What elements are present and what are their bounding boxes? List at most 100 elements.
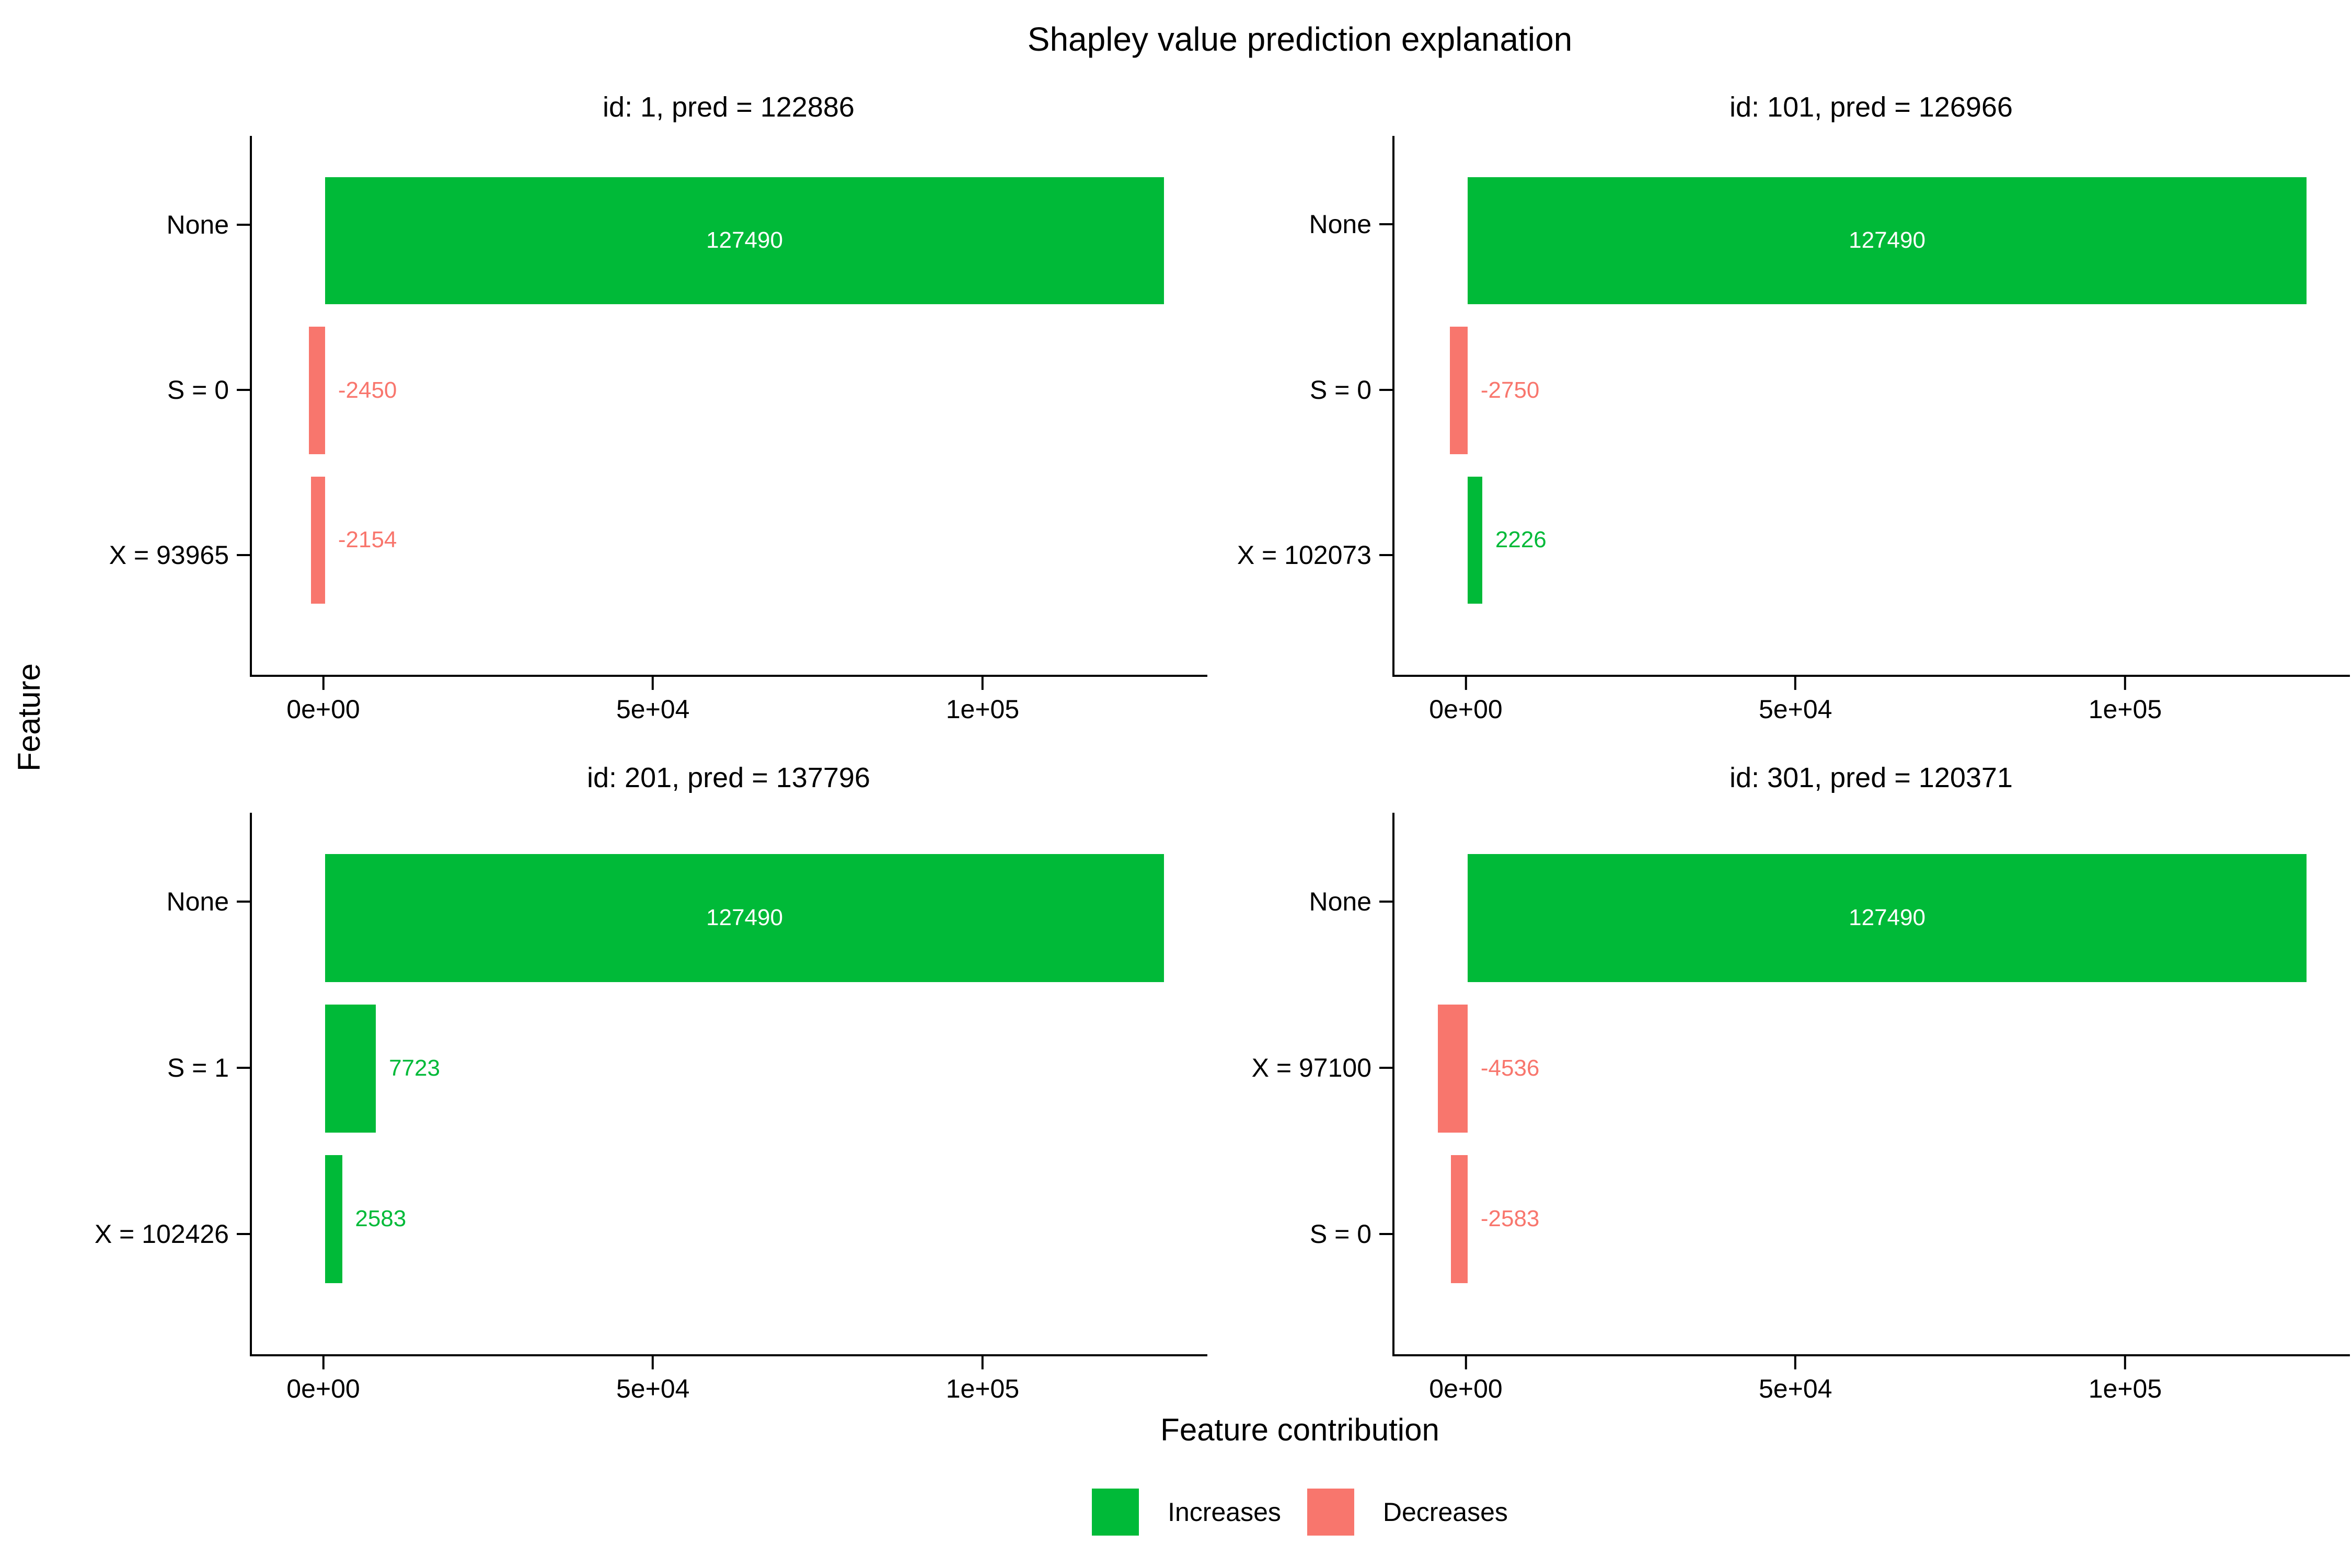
x-tick-label: 1e+05 (946, 1374, 1020, 1403)
facet-panel-2: 127490 -2750 2226 (1392, 136, 2350, 677)
facet-4-rows: 127490 -4536 -2583 (1394, 813, 2350, 1354)
bar (311, 476, 326, 604)
bar (1449, 327, 1468, 454)
bar-row: -2154 (252, 465, 1207, 615)
x-tick-label: 5e+04 (1759, 695, 1832, 724)
bar-value-label: -2450 (338, 377, 397, 403)
y-label: None (166, 887, 229, 917)
bar-value-label: 2583 (355, 1206, 407, 1232)
legend-item-decreases: Decreases (1307, 1488, 1508, 1536)
x-tick: 1e+05 (946, 677, 1019, 724)
x-tick: 0e+00 (286, 677, 360, 724)
x-tick-mark (1794, 1356, 1797, 1369)
y-tick-mark (1379, 901, 1392, 903)
x-tick: 1e+05 (2089, 677, 2162, 724)
legend-label: Decreases (1382, 1497, 1508, 1527)
y-tick-mark (237, 1067, 250, 1069)
x-tick-mark (981, 1356, 984, 1369)
y-label: S = 0 (167, 375, 229, 405)
facet-panel-3: 127490 7723 2583 (250, 813, 1207, 1356)
bar-value-label: -2154 (338, 527, 397, 553)
facet-3-y-labels: None S = 1 X = 102426 (57, 813, 250, 1356)
y-tick-mark (237, 901, 250, 903)
facet-panel-1: 127490 -2450 -2154 (250, 136, 1207, 677)
x-tick: 0e+00 (1429, 677, 1503, 724)
increases-swatch (1092, 1488, 1139, 1536)
y-tick-mark (1379, 388, 1392, 391)
facet-1-x-axis: 0e+00 5e+04 1e+05 (250, 677, 1207, 742)
bar-value-label: 127490 (1849, 227, 1926, 253)
x-tick: 5e+04 (1759, 677, 1832, 724)
y-label: X = 97100 (1251, 1053, 1371, 1083)
x-tick-label: 0e+00 (1429, 1374, 1503, 1403)
x-tick-mark (1465, 1356, 1467, 1369)
facet-3-rows: 127490 7723 2583 (252, 813, 1207, 1354)
y-label-cell: None (1207, 142, 1392, 307)
x-tick-label: 5e+04 (616, 1374, 690, 1403)
facet-4-x-axis: 0e+00 5e+04 1e+05 (1392, 1356, 2350, 1403)
facet-title-3: id: 201, pred = 137796 (587, 762, 870, 793)
y-axis-title-text: Feature (11, 663, 47, 771)
y-axis-title: Feature (0, 78, 57, 1356)
bar (325, 1004, 376, 1133)
x-tick-mark (322, 677, 325, 690)
bar (325, 854, 1164, 982)
bar (325, 1155, 342, 1283)
y-label: None (166, 210, 229, 239)
bar-value-label: 127490 (706, 227, 783, 253)
facet-title-4: id: 301, pred = 120371 (1730, 762, 2013, 793)
facet-2-y-labels: None S = 0 X = 102073 (1207, 136, 1392, 677)
x-tick: 5e+04 (616, 677, 689, 724)
bar (1438, 1004, 1468, 1133)
y-label-cell: S = 0 (57, 307, 250, 472)
x-tick-mark (652, 1356, 654, 1369)
y-label-cell: S = 0 (1207, 1151, 1392, 1317)
bar-row: 7723 (252, 993, 1207, 1144)
bar-row: 2583 (252, 1144, 1207, 1294)
facet-title-2: id: 101, pred = 126966 (1730, 91, 2013, 123)
y-tick-mark (1379, 554, 1392, 557)
x-tick-label: 5e+04 (1759, 1374, 1832, 1403)
bar-row: -2583 (1394, 1144, 2350, 1294)
facet-1-y-labels: None S = 0 X = 93965 (57, 136, 250, 677)
x-tick-mark (322, 1356, 325, 1369)
x-tick-mark (981, 677, 984, 690)
bar-row: 127490 (1394, 166, 2350, 315)
y-label: X = 102426 (94, 1219, 229, 1249)
x-tick: 5e+04 (616, 1356, 689, 1404)
y-label-cell: S = 1 (57, 985, 250, 1151)
facet-4-y-labels: None X = 97100 S = 0 (1207, 813, 1392, 1356)
bar-row: -2450 (252, 316, 1207, 465)
bar-value-label: 7723 (389, 1055, 440, 1081)
y-label: X = 93965 (109, 540, 229, 570)
y-label: X = 102073 (1237, 540, 1371, 570)
x-tick: 0e+00 (1429, 1356, 1503, 1404)
legend-label: Increases (1168, 1497, 1281, 1527)
facet-1-rows: 127490 -2450 -2154 (252, 136, 1207, 675)
bar-row: 2226 (1394, 465, 2350, 615)
y-tick-mark (1379, 223, 1392, 226)
x-tick: 0e+00 (286, 1356, 360, 1404)
bar (1468, 476, 1483, 604)
x-tick-label: 1e+05 (2088, 695, 2162, 724)
x-tick-mark (2124, 677, 2126, 690)
x-tick-mark (1465, 677, 1467, 690)
bar-value-label: 2226 (1495, 527, 1547, 553)
bar (1450, 1155, 1468, 1283)
x-axis-title: Feature contribution (1160, 1412, 1439, 1447)
x-tick: 1e+05 (2089, 1356, 2162, 1404)
y-label: S = 1 (167, 1053, 229, 1083)
bar-row: -2750 (1394, 316, 2350, 465)
facet-2-rows: 127490 -2750 2226 (1394, 136, 2350, 675)
bar-value-label: -2583 (1480, 1206, 1540, 1232)
bar-row: 127490 (252, 843, 1207, 993)
x-tick: 5e+04 (1759, 1356, 1832, 1404)
bar-row: 127490 (252, 166, 1207, 315)
bar (1468, 854, 2307, 982)
y-tick-mark (237, 554, 250, 557)
y-label: None (1309, 887, 1371, 917)
y-label-cell: S = 0 (1207, 307, 1392, 473)
legend-item-increases: Increases (1092, 1488, 1281, 1536)
x-tick-label: 0e+00 (286, 695, 360, 724)
y-label-cell: None (1207, 818, 1392, 985)
